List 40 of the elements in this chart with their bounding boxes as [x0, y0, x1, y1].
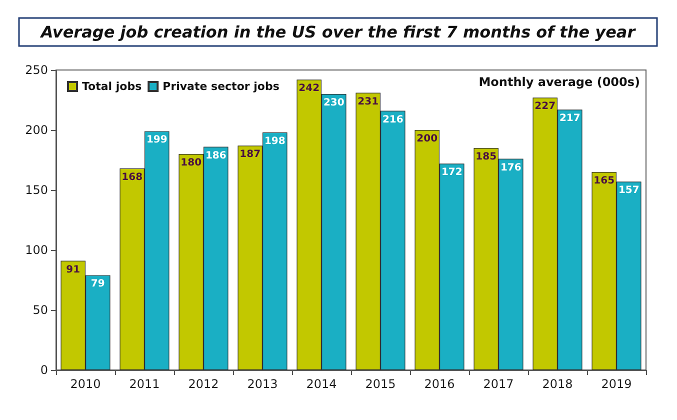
data-label: 172 — [441, 167, 462, 178]
x-tick-label: 2019 — [601, 377, 632, 391]
legend-label: Total jobs — [82, 80, 142, 93]
x-tick-label: 2013 — [247, 377, 278, 391]
x-tick-label: 2016 — [424, 377, 455, 391]
x-tick-label: 2015 — [365, 377, 396, 391]
y-tick-label: 250 — [25, 63, 48, 77]
data-label: 185 — [476, 152, 497, 162]
y-tick-label: 0 — [40, 363, 48, 377]
x-tick-label: 2010 — [70, 377, 101, 391]
data-label: 165 — [594, 176, 615, 186]
data-label: 216 — [382, 114, 404, 126]
data-label: 198 — [264, 136, 286, 147]
x-tick-label: 2012 — [188, 377, 219, 391]
legend-label: Private sector jobs — [162, 80, 280, 93]
data-label: 230 — [323, 98, 344, 108]
data-label: 180 — [180, 158, 202, 168]
x-tick-label: 2011 — [129, 377, 160, 391]
x-tick-label: 2018 — [542, 377, 573, 391]
y-tick-label: 50 — [32, 303, 48, 317]
data-label: 168 — [122, 172, 143, 183]
chart-title: Average job creation in the US over the first 7 months of the year — [38, 22, 636, 42]
y-tick-label: 200 — [25, 123, 48, 137]
data-label: 176 — [500, 162, 522, 174]
data-label: 186 — [205, 150, 226, 162]
data-label: 242 — [298, 83, 320, 94]
data-label: 79 — [90, 278, 105, 290]
data-label: 187 — [240, 149, 261, 160]
data-label: 231 — [358, 96, 379, 108]
data-label: 217 — [559, 113, 580, 124]
data-label: 91 — [66, 264, 80, 276]
x-tick-label: 2017 — [483, 377, 514, 391]
x-tick-label: 2014 — [306, 377, 337, 391]
annotation: Monthly average (000s) — [478, 75, 640, 89]
data-label: 200 — [416, 134, 438, 144]
data-label: 157 — [618, 185, 640, 196]
y-tick-label: 100 — [25, 243, 48, 257]
data-label: 227 — [534, 101, 556, 112]
data-label: 199 — [146, 134, 168, 146]
y-tick-label: 150 — [25, 183, 48, 197]
